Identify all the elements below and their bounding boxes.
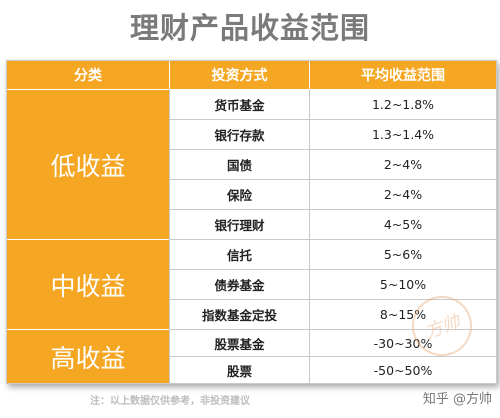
- brand-credit: 知乎 @方帅: [422, 392, 492, 407]
- header-category: 分类: [7, 61, 169, 89]
- group-low-return: 低收益: [7, 89, 169, 239]
- row-return: -30~30%: [309, 329, 496, 356]
- row-return: 8~15%: [309, 299, 496, 329]
- group-high-return: 高收益: [7, 329, 169, 383]
- group-mid-return: 中收益: [7, 239, 169, 329]
- row-return: 1.2~1.8%: [309, 89, 496, 119]
- row-method: 股票基金: [169, 329, 309, 356]
- returns-table: 分类 投资方式 平均收益范围 低收益 中收益 高收益 货币基金 1.2~1.8%…: [6, 60, 497, 384]
- row-return: 2~4%: [309, 149, 496, 179]
- row-return: 1.3~1.4%: [309, 119, 496, 149]
- row-method: 银行理财: [169, 209, 309, 239]
- row-method: 保险: [169, 179, 309, 209]
- row-method: 指数基金定投: [169, 299, 309, 329]
- row-return: -50~50%: [309, 356, 496, 383]
- row-method: 银行存款: [169, 119, 309, 149]
- row-return: 4~5%: [309, 209, 496, 239]
- row-method: 国债: [169, 149, 309, 179]
- row-return: 5~6%: [309, 239, 496, 269]
- header-return: 平均收益范围: [309, 61, 496, 89]
- page-title: 理财产品收益范围: [129, 11, 370, 45]
- footnote: 注：以上数据仅供参考，非投资建议: [90, 396, 250, 407]
- row-method: 货币基金: [169, 89, 309, 119]
- header-method: 投资方式: [169, 61, 309, 89]
- row-return: 2~4%: [309, 179, 496, 209]
- row-method: 信托: [169, 239, 309, 269]
- row-return: 5~10%: [309, 269, 496, 299]
- row-method: 股票: [169, 356, 309, 383]
- row-method: 债券基金: [169, 269, 309, 299]
